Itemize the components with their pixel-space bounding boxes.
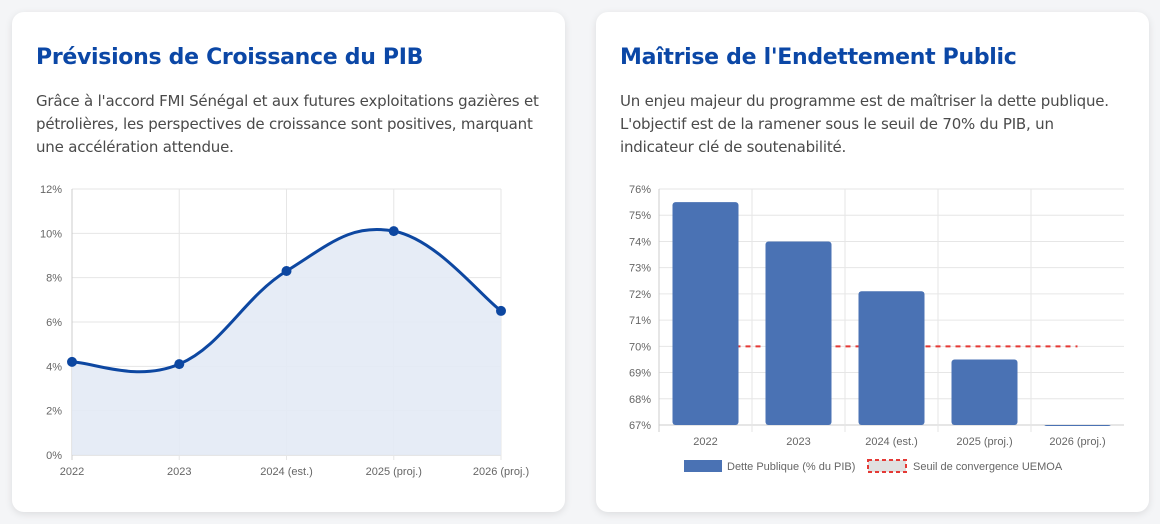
bar: [765, 241, 832, 425]
data-point: [174, 359, 185, 370]
card-title: Prévisions de Croissance du PIB: [36, 45, 424, 70]
x-tick-label: 2023: [167, 466, 191, 478]
data-point: [496, 305, 506, 316]
y-tick-label: 76%: [629, 184, 651, 196]
x-tick-label: 2023: [786, 436, 810, 448]
bar: [951, 359, 1018, 425]
x-tick-label: 2022: [693, 436, 717, 448]
bar: [858, 291, 925, 425]
card-description: Un enjeu majeur du programme est de maît…: [620, 92, 1109, 156]
y-tick-label: 72%: [629, 289, 651, 301]
y-tick-label: 75%: [629, 210, 651, 222]
y-tick-label: 10%: [40, 228, 62, 240]
data-point: [281, 266, 292, 277]
card-description: Grâce à l'accord FMI Sénégal et aux futu…: [36, 92, 539, 156]
y-tick-label: 6%: [46, 317, 62, 329]
y-tick-label: 0%: [46, 450, 62, 462]
y-tick-label: 12%: [40, 184, 62, 196]
bar: [1044, 425, 1111, 426]
legend-label: Seuil de convergence UEMOA: [913, 461, 1063, 473]
y-tick-label: 74%: [629, 236, 651, 248]
bar: [672, 202, 739, 425]
data-point: [388, 226, 399, 237]
x-tick-label: 2025 (proj.): [366, 466, 422, 478]
y-tick-label: 4%: [46, 361, 62, 373]
y-tick-label: 2%: [46, 406, 62, 418]
x-tick-label: 2024 (est.): [260, 466, 313, 478]
y-tick-label: 71%: [629, 315, 651, 327]
x-tick-label: 2026 (proj.): [1049, 436, 1105, 448]
x-tick-label: 2022: [60, 466, 84, 478]
y-tick-label: 8%: [46, 273, 62, 285]
y-tick-label: 73%: [629, 263, 651, 275]
legend-swatch: [684, 460, 722, 472]
data-point: [67, 356, 77, 367]
legend-swatch: [867, 459, 907, 473]
area-fill: [72, 229, 501, 455]
x-tick-label: 2026 (proj.): [473, 466, 529, 478]
x-tick-label: 2024 (est.): [865, 436, 918, 448]
public-debt-card: Maîtrise de l'Endettement Public Un enje…: [596, 12, 1149, 512]
y-tick-label: 70%: [629, 341, 651, 353]
y-tick-label: 69%: [629, 368, 651, 380]
y-tick-label: 68%: [629, 394, 651, 406]
y-tick-label: 67%: [629, 420, 651, 432]
x-tick-label: 2025 (proj.): [956, 436, 1012, 448]
card-title: Maîtrise de l'Endettement Public: [620, 45, 1017, 70]
legend-label: Dette Publique (% du PIB): [727, 461, 855, 473]
